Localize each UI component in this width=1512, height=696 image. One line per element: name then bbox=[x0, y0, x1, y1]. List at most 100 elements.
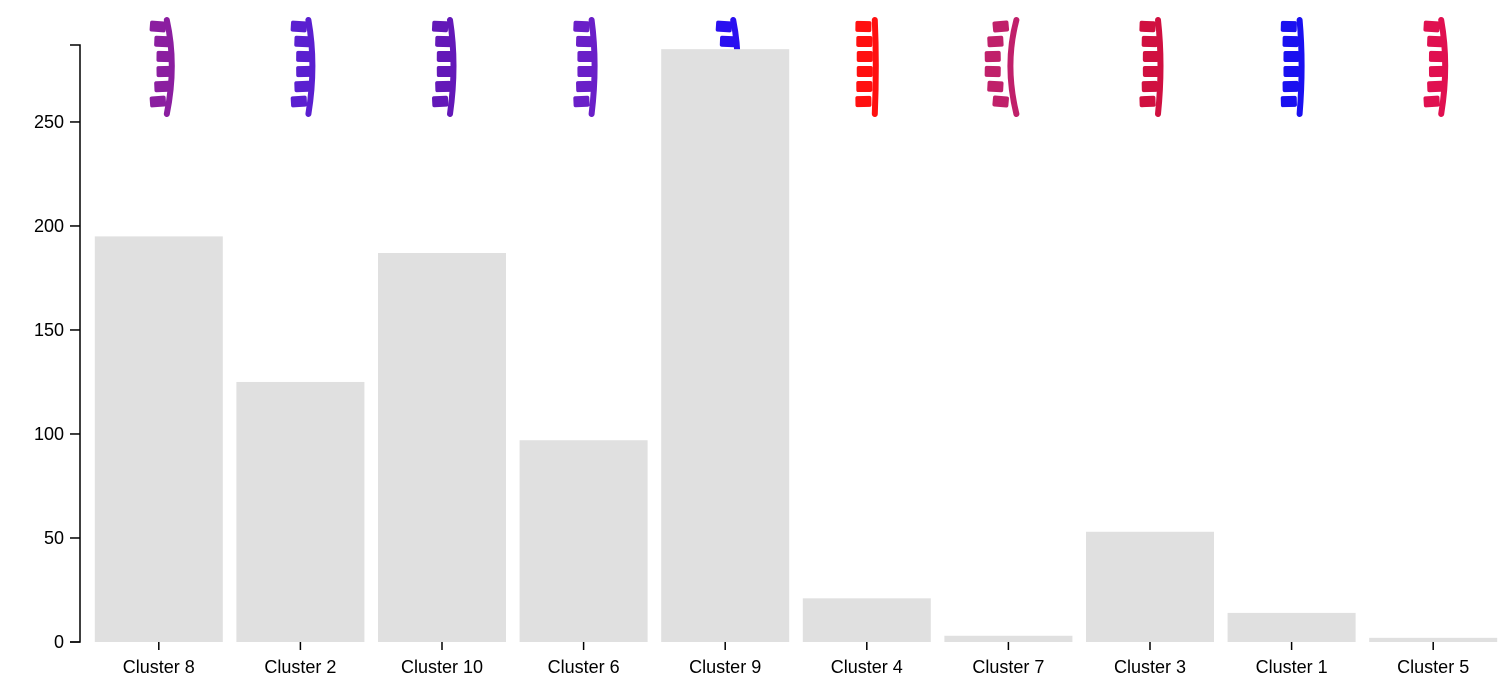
x-tick-label: Cluster 8 bbox=[123, 657, 195, 677]
vertebra bbox=[435, 35, 452, 48]
vertebra bbox=[149, 20, 167, 33]
vertebra bbox=[1427, 80, 1444, 93]
vertebra bbox=[1141, 35, 1158, 48]
vertebra bbox=[576, 80, 593, 93]
vertebra bbox=[992, 95, 1009, 108]
vertebra bbox=[154, 35, 171, 48]
spine-curve bbox=[1438, 17, 1449, 117]
vertebra bbox=[296, 50, 313, 63]
vertebra bbox=[855, 20, 872, 33]
vertebra bbox=[719, 35, 737, 48]
vertebra bbox=[987, 80, 1004, 93]
vertebra bbox=[1282, 35, 1299, 48]
vertebra bbox=[1428, 50, 1446, 63]
cluster-thumbnail bbox=[290, 17, 316, 117]
x-tick-label: Cluster 5 bbox=[1397, 657, 1469, 677]
vertebra bbox=[294, 35, 311, 48]
spine-curve bbox=[447, 17, 457, 117]
vertebra bbox=[984, 50, 1001, 63]
cluster-thumbnail bbox=[573, 17, 598, 117]
vertebra bbox=[715, 20, 733, 33]
vertebra bbox=[573, 95, 590, 108]
cluster-thumbnail bbox=[149, 17, 175, 117]
vertebra bbox=[984, 65, 1001, 78]
vertebra bbox=[856, 35, 873, 48]
cluster-thumbnail bbox=[1423, 17, 1449, 117]
y-tick-label: 250 bbox=[34, 112, 64, 132]
bar-cluster-9 bbox=[661, 49, 790, 642]
spine-curve bbox=[1007, 17, 1020, 117]
vertebra bbox=[577, 65, 594, 78]
vertebra bbox=[992, 20, 1010, 33]
vertebra bbox=[156, 65, 173, 78]
vertebra bbox=[290, 95, 308, 108]
vertebra bbox=[1139, 95, 1156, 108]
y-tick-label: 0 bbox=[54, 632, 64, 652]
vertebra bbox=[1142, 65, 1159, 78]
vertebra bbox=[573, 20, 590, 33]
y-tick-label: 100 bbox=[34, 424, 64, 444]
x-tick-label: Cluster 3 bbox=[1114, 657, 1186, 677]
vertebra bbox=[1428, 65, 1446, 78]
vertebra bbox=[156, 50, 173, 63]
x-axis: Cluster 8 Cluster 2 Cluster 10 Cluster 6 Clu… bbox=[123, 642, 1469, 677]
vertebra bbox=[149, 95, 167, 108]
x-tick-label: Cluster 10 bbox=[401, 657, 483, 677]
x-tick-label: Cluster 2 bbox=[264, 657, 336, 677]
vertebra bbox=[436, 65, 453, 78]
vertebra bbox=[435, 80, 452, 93]
spine-curve bbox=[1155, 17, 1164, 117]
x-tick-label: Cluster 4 bbox=[831, 657, 903, 677]
vertebra bbox=[1427, 35, 1444, 48]
cluster-thumbnail bbox=[855, 17, 879, 117]
vertebra bbox=[1423, 95, 1440, 108]
y-tick-label: 150 bbox=[34, 320, 64, 340]
spine-curve bbox=[588, 17, 598, 117]
vertebra bbox=[856, 80, 873, 93]
vertebra bbox=[856, 50, 873, 63]
x-tick-label: Cluster 6 bbox=[548, 657, 620, 677]
spine-curve bbox=[305, 17, 316, 117]
spine-curve bbox=[871, 17, 879, 117]
vertebra bbox=[431, 95, 449, 108]
y-tick-label: 200 bbox=[34, 216, 64, 236]
bars bbox=[94, 49, 1498, 643]
bar-cluster-6 bbox=[519, 440, 648, 642]
vertebra bbox=[1280, 95, 1297, 108]
vertebra bbox=[1280, 20, 1297, 33]
cluster-thumbnails bbox=[149, 17, 1449, 117]
cluster-thumbnail bbox=[431, 17, 457, 117]
cluster-thumbnail bbox=[1280, 17, 1305, 117]
y-axis: 0 50 100 150 200 250 bbox=[34, 44, 81, 652]
vertebra bbox=[296, 65, 313, 78]
vertebra bbox=[154, 80, 171, 93]
vertebra bbox=[1282, 80, 1299, 93]
x-tick-label: Cluster 7 bbox=[972, 657, 1044, 677]
spine-curve bbox=[1296, 17, 1305, 117]
vertebra bbox=[855, 95, 872, 108]
cluster-thumbnail bbox=[984, 17, 1020, 117]
vertebra bbox=[577, 50, 594, 63]
bar-cluster-7 bbox=[944, 635, 1073, 642]
x-tick-label: Cluster 1 bbox=[1256, 657, 1328, 677]
vertebra bbox=[575, 35, 593, 48]
vertebra bbox=[1142, 50, 1159, 63]
vertebra bbox=[1283, 65, 1300, 78]
vertebra bbox=[431, 20, 449, 33]
vertebra bbox=[1139, 20, 1156, 33]
bar-cluster-10 bbox=[378, 253, 506, 643]
bar-cluster-1 bbox=[1227, 612, 1356, 642]
bar-cluster-4 bbox=[802, 598, 931, 642]
bar-cluster-2 bbox=[236, 381, 365, 642]
vertebra bbox=[436, 50, 453, 63]
vertebra bbox=[1283, 50, 1300, 63]
spine-curve bbox=[163, 17, 175, 117]
vertebra bbox=[290, 20, 308, 33]
y-tick-label: 50 bbox=[44, 528, 64, 548]
vertebra bbox=[856, 65, 873, 78]
bar-cluster-8 bbox=[94, 236, 223, 643]
bar-cluster-3 bbox=[1086, 531, 1214, 642]
bar-cluster-5 bbox=[1369, 637, 1498, 642]
cluster-thumbnail bbox=[1139, 17, 1164, 117]
